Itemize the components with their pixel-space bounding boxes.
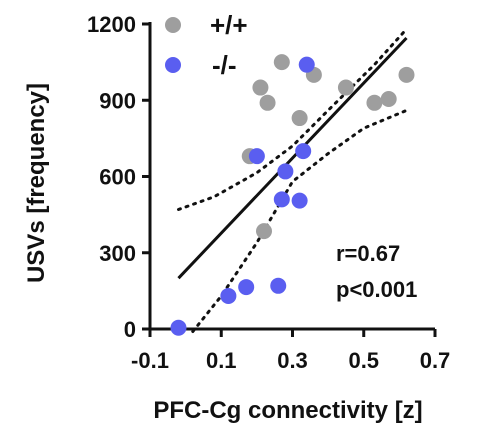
legend-marker-ko bbox=[165, 57, 181, 73]
x-tick-label: 0.7 bbox=[420, 348, 451, 373]
data-point-wildtype bbox=[380, 90, 397, 107]
data-point-knockout bbox=[220, 287, 237, 304]
data-point-knockout bbox=[298, 56, 315, 73]
y-tick-label: 900 bbox=[99, 88, 136, 113]
data-point-wildtype bbox=[291, 110, 308, 127]
data-point-knockout bbox=[270, 277, 287, 294]
y-tick-label: 1200 bbox=[87, 12, 136, 37]
regression-line bbox=[177, 36, 408, 280]
data-point-knockout bbox=[273, 191, 290, 208]
y-tick-label: 600 bbox=[99, 165, 136, 190]
data-point-knockout bbox=[277, 163, 294, 180]
legend-label-ko: -/- bbox=[212, 50, 237, 80]
legend: +/+ -/- bbox=[165, 10, 248, 80]
data-point-wildtype bbox=[273, 54, 290, 71]
regression-fit bbox=[177, 27, 408, 333]
data-point-wildtype bbox=[337, 79, 354, 96]
data-point-wildtype bbox=[398, 66, 415, 83]
annotation-p: p<0.001 bbox=[336, 277, 417, 302]
x-tick-label: -0.1 bbox=[131, 348, 169, 373]
legend-marker-wt bbox=[165, 17, 181, 33]
data-point-knockout bbox=[248, 148, 265, 165]
x-tick-label: 0.5 bbox=[348, 348, 379, 373]
y-tick-label: 0 bbox=[124, 317, 136, 342]
data-point-wildtype bbox=[259, 94, 276, 111]
data-point-wildtype bbox=[366, 94, 383, 111]
data-point-knockout bbox=[295, 143, 312, 160]
y-tick-label: 300 bbox=[99, 241, 136, 266]
y-axis-title: USVs [frequency] bbox=[23, 83, 50, 283]
x-tick-label: 0.1 bbox=[206, 348, 237, 373]
legend-label-wt: +/+ bbox=[210, 10, 248, 40]
data-points bbox=[170, 54, 415, 336]
axis-ticks: -0.1 0.1 0.3 0.5 0.7 0 300 600 900 1200 bbox=[87, 12, 450, 373]
x-tick-label: 0.3 bbox=[277, 348, 308, 373]
data-point-knockout bbox=[170, 319, 187, 336]
data-point-wildtype bbox=[256, 223, 272, 240]
annotation-r: r=0.67 bbox=[336, 241, 400, 266]
confidence-band-upper bbox=[177, 27, 408, 211]
data-point-knockout bbox=[291, 192, 308, 209]
x-axis-title: PFC-Cg connectivity [z] bbox=[153, 397, 422, 424]
data-point-wildtype bbox=[252, 79, 269, 96]
data-point-knockout bbox=[238, 279, 255, 296]
